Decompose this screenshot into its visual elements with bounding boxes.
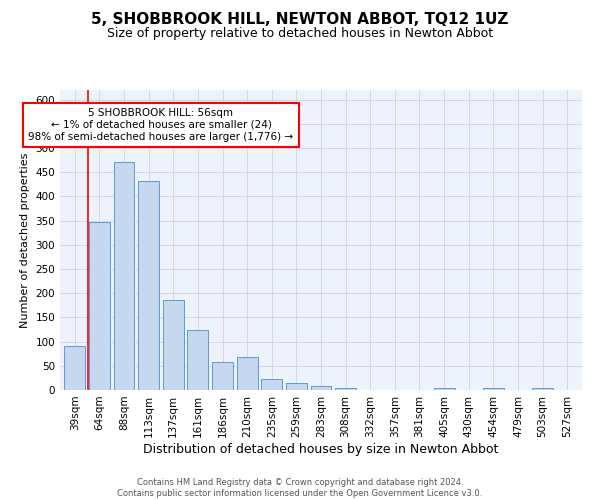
Bar bbox=[311, 386, 331, 390]
Bar bbox=[64, 346, 85, 390]
Bar bbox=[236, 357, 257, 390]
Bar bbox=[286, 383, 307, 390]
Bar bbox=[212, 362, 233, 390]
Bar bbox=[483, 388, 504, 390]
Bar bbox=[89, 222, 110, 390]
Bar bbox=[187, 330, 208, 390]
Bar bbox=[434, 388, 455, 390]
X-axis label: Distribution of detached houses by size in Newton Abbot: Distribution of detached houses by size … bbox=[143, 442, 499, 456]
Bar bbox=[113, 162, 134, 390]
Bar bbox=[138, 181, 159, 390]
Text: Contains HM Land Registry data © Crown copyright and database right 2024.
Contai: Contains HM Land Registry data © Crown c… bbox=[118, 478, 482, 498]
Y-axis label: Number of detached properties: Number of detached properties bbox=[20, 152, 30, 328]
Bar bbox=[335, 388, 356, 390]
Bar bbox=[261, 379, 282, 390]
Bar bbox=[532, 388, 553, 390]
Text: 5, SHOBBROOK HILL, NEWTON ABBOT, TQ12 1UZ: 5, SHOBBROOK HILL, NEWTON ABBOT, TQ12 1U… bbox=[91, 12, 509, 28]
Text: 5 SHOBBROOK HILL: 56sqm
← 1% of detached houses are smaller (24)
98% of semi-det: 5 SHOBBROOK HILL: 56sqm ← 1% of detached… bbox=[28, 108, 293, 142]
Bar bbox=[163, 300, 184, 390]
Text: Size of property relative to detached houses in Newton Abbot: Size of property relative to detached ho… bbox=[107, 28, 493, 40]
